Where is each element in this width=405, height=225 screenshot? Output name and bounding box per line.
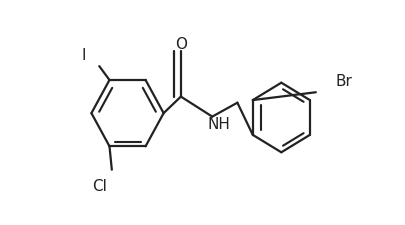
Text: Br: Br: [336, 73, 352, 88]
Text: O: O: [175, 37, 187, 52]
Text: Cl: Cl: [92, 178, 107, 193]
Text: NH: NH: [207, 117, 230, 131]
Text: I: I: [82, 48, 86, 63]
